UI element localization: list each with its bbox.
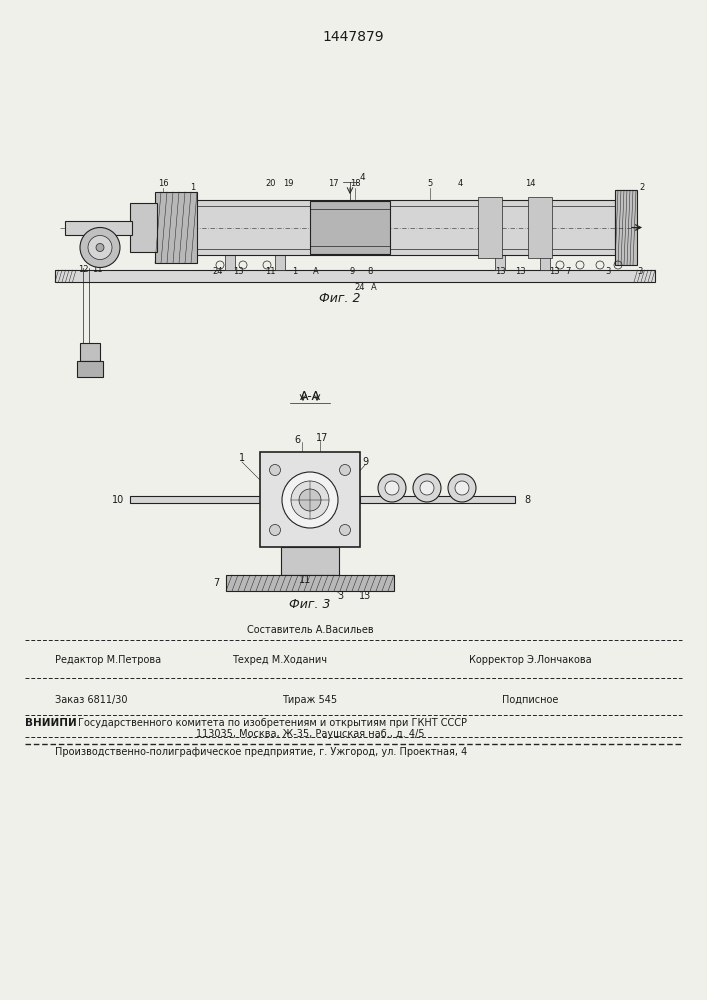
Text: 2: 2 [639,184,645,192]
Text: 1: 1 [190,184,196,192]
Text: 5: 5 [427,180,433,188]
Text: 17: 17 [327,180,339,188]
Text: 13: 13 [233,267,243,276]
Bar [478,197,502,258]
Circle shape [455,481,469,495]
Text: Подписное: Подписное [502,695,559,705]
Circle shape [448,474,476,502]
Text: 11: 11 [264,267,275,276]
Text: 17: 17 [316,433,328,443]
Text: Заказ 6811/30: Заказ 6811/30 [55,695,127,705]
Bar [80,342,100,360]
Text: 13: 13 [495,267,506,276]
Bar [195,200,615,255]
Text: 3: 3 [337,591,343,601]
Circle shape [420,481,434,495]
Text: 18: 18 [350,180,361,188]
Circle shape [282,472,338,528]
Text: 9: 9 [362,457,368,467]
Text: 23: 23 [95,245,105,254]
Text: 7: 7 [566,267,571,276]
Bar [495,255,505,270]
Bar [130,496,260,503]
Circle shape [413,474,441,502]
Text: Государственного комитета по изобретениям и открытиям при ГКНТ СССР: Государственного комитета по изобретения… [78,718,467,728]
Bar [55,270,655,282]
Text: 16: 16 [158,180,168,188]
Circle shape [269,524,281,536]
Bar [615,190,637,265]
Text: 8: 8 [368,267,373,276]
Text: 1447879: 1447879 [322,30,384,44]
Text: 10: 10 [112,495,124,505]
Text: Фиг. 2: Фиг. 2 [320,292,361,304]
Text: Фиг. 3: Фиг. 3 [289,598,331,611]
Bar [528,197,552,258]
Text: Техред М.Ходанич: Техред М.Ходанич [233,655,327,665]
Text: 11: 11 [92,265,103,274]
Bar [65,221,132,234]
Text: 13: 13 [359,591,371,601]
Text: 6: 6 [294,435,300,445]
Text: 20: 20 [266,180,276,188]
Text: 13: 13 [515,267,525,276]
Text: 1: 1 [239,453,245,463]
Bar [226,575,394,591]
Bar [130,203,157,252]
Text: 4: 4 [457,180,462,188]
Text: 19: 19 [283,180,293,188]
Text: 13: 13 [549,267,559,276]
Circle shape [88,235,112,259]
Text: Тираж 545: Тираж 545 [282,695,337,705]
Circle shape [385,481,399,495]
Circle shape [378,474,406,502]
Text: A-A: A-A [300,390,320,403]
Bar [77,360,103,376]
Text: 15: 15 [103,233,113,242]
Text: 3: 3 [605,267,611,276]
Bar [260,452,360,547]
Circle shape [269,464,281,476]
Bar [275,255,285,270]
Text: 8: 8 [524,495,530,505]
Text: 11: 11 [299,575,311,585]
Text: Составитель А.Васильев: Составитель А.Васильев [247,625,373,635]
Bar [310,201,390,254]
Circle shape [339,464,351,476]
Bar [155,192,197,263]
Text: ВНИИПИ: ВНИИПИ [25,718,77,728]
Text: A: A [313,267,319,276]
Circle shape [299,489,321,511]
Bar [281,547,339,575]
Text: A: A [371,284,377,292]
Text: Редактор М.Петрова: Редактор М.Петрова [55,655,161,665]
Text: 113035, Москва, Ж-35, Раушская наб., д. 4/5: 113035, Москва, Ж-35, Раушская наб., д. … [196,729,424,739]
Text: 7: 7 [213,578,219,588]
Text: 3: 3 [637,267,643,276]
Text: 4: 4 [360,174,366,182]
Bar [360,496,515,503]
Text: Корректор Э.Лончакова: Корректор Э.Лончакова [469,655,591,665]
Text: 9: 9 [349,267,355,276]
Circle shape [291,481,329,519]
Text: 24: 24 [213,267,223,276]
Text: 14: 14 [525,180,535,188]
Bar [540,255,550,270]
Bar [225,255,235,270]
Circle shape [339,524,351,536]
Text: 24: 24 [355,284,366,292]
Circle shape [96,243,104,251]
Circle shape [80,228,120,267]
Text: 12: 12 [78,265,88,274]
Text: Производственно-полиграфическое предприятие, г. Ужгород, ул. Проектная, 4: Производственно-полиграфическое предприя… [55,747,467,757]
Text: 1: 1 [293,267,298,276]
